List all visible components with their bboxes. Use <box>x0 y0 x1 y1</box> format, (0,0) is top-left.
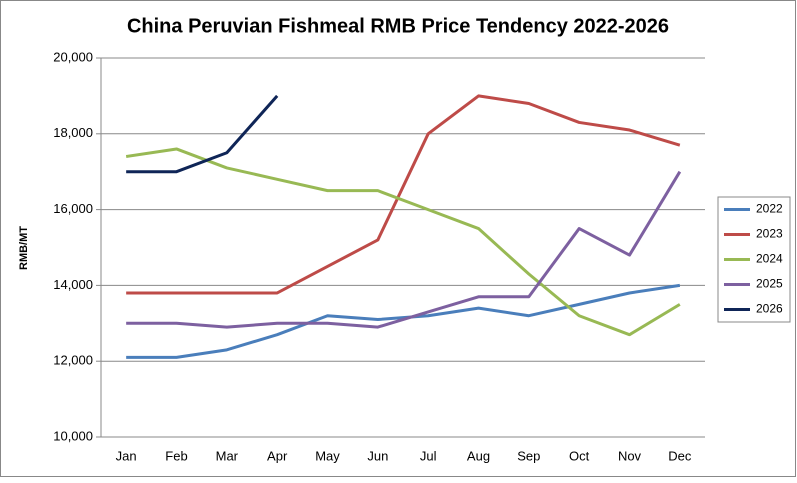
y-tick-label: 16,000 <box>53 201 93 216</box>
legend-label: 2022 <box>756 202 783 216</box>
y-tick-label: 10,000 <box>53 428 93 443</box>
line-series <box>125 147 681 337</box>
x-tick-label: Jan <box>116 448 137 463</box>
legend-label: 2026 <box>756 302 783 316</box>
y-tick-label: 12,000 <box>53 353 93 368</box>
x-tick-label: Apr <box>267 448 288 463</box>
y-axis-label: RMB/MT <box>18 226 30 270</box>
x-tick-label: Nov <box>618 448 642 463</box>
y-tick-label: 14,000 <box>53 277 93 292</box>
chart-title: China Peruvian Fishmeal RMB Price Tenden… <box>127 15 669 37</box>
line-series <box>126 94 681 295</box>
x-tick-label: Sep <box>517 448 540 463</box>
x-tick-label: Jun <box>367 448 388 463</box>
legend-label: 2024 <box>756 252 783 266</box>
x-tick-label: Feb <box>165 448 187 463</box>
y-tick-label: 20,000 <box>53 49 93 64</box>
x-tick-label: Oct <box>569 448 590 463</box>
x-tick-label: Dec <box>668 448 692 463</box>
x-tick-label: Aug <box>467 448 490 463</box>
line-series <box>126 170 682 329</box>
x-tick-label: Mar <box>216 448 239 463</box>
y-tick-label: 18,000 <box>53 125 93 140</box>
x-tick-label: Jul <box>420 448 437 463</box>
legend-box <box>717 196 791 323</box>
line-series <box>126 94 279 174</box>
legend-label: 2023 <box>756 227 783 241</box>
legend-label: 2025 <box>756 277 783 291</box>
x-tick-label: May <box>315 448 340 463</box>
line-series <box>126 283 681 359</box>
